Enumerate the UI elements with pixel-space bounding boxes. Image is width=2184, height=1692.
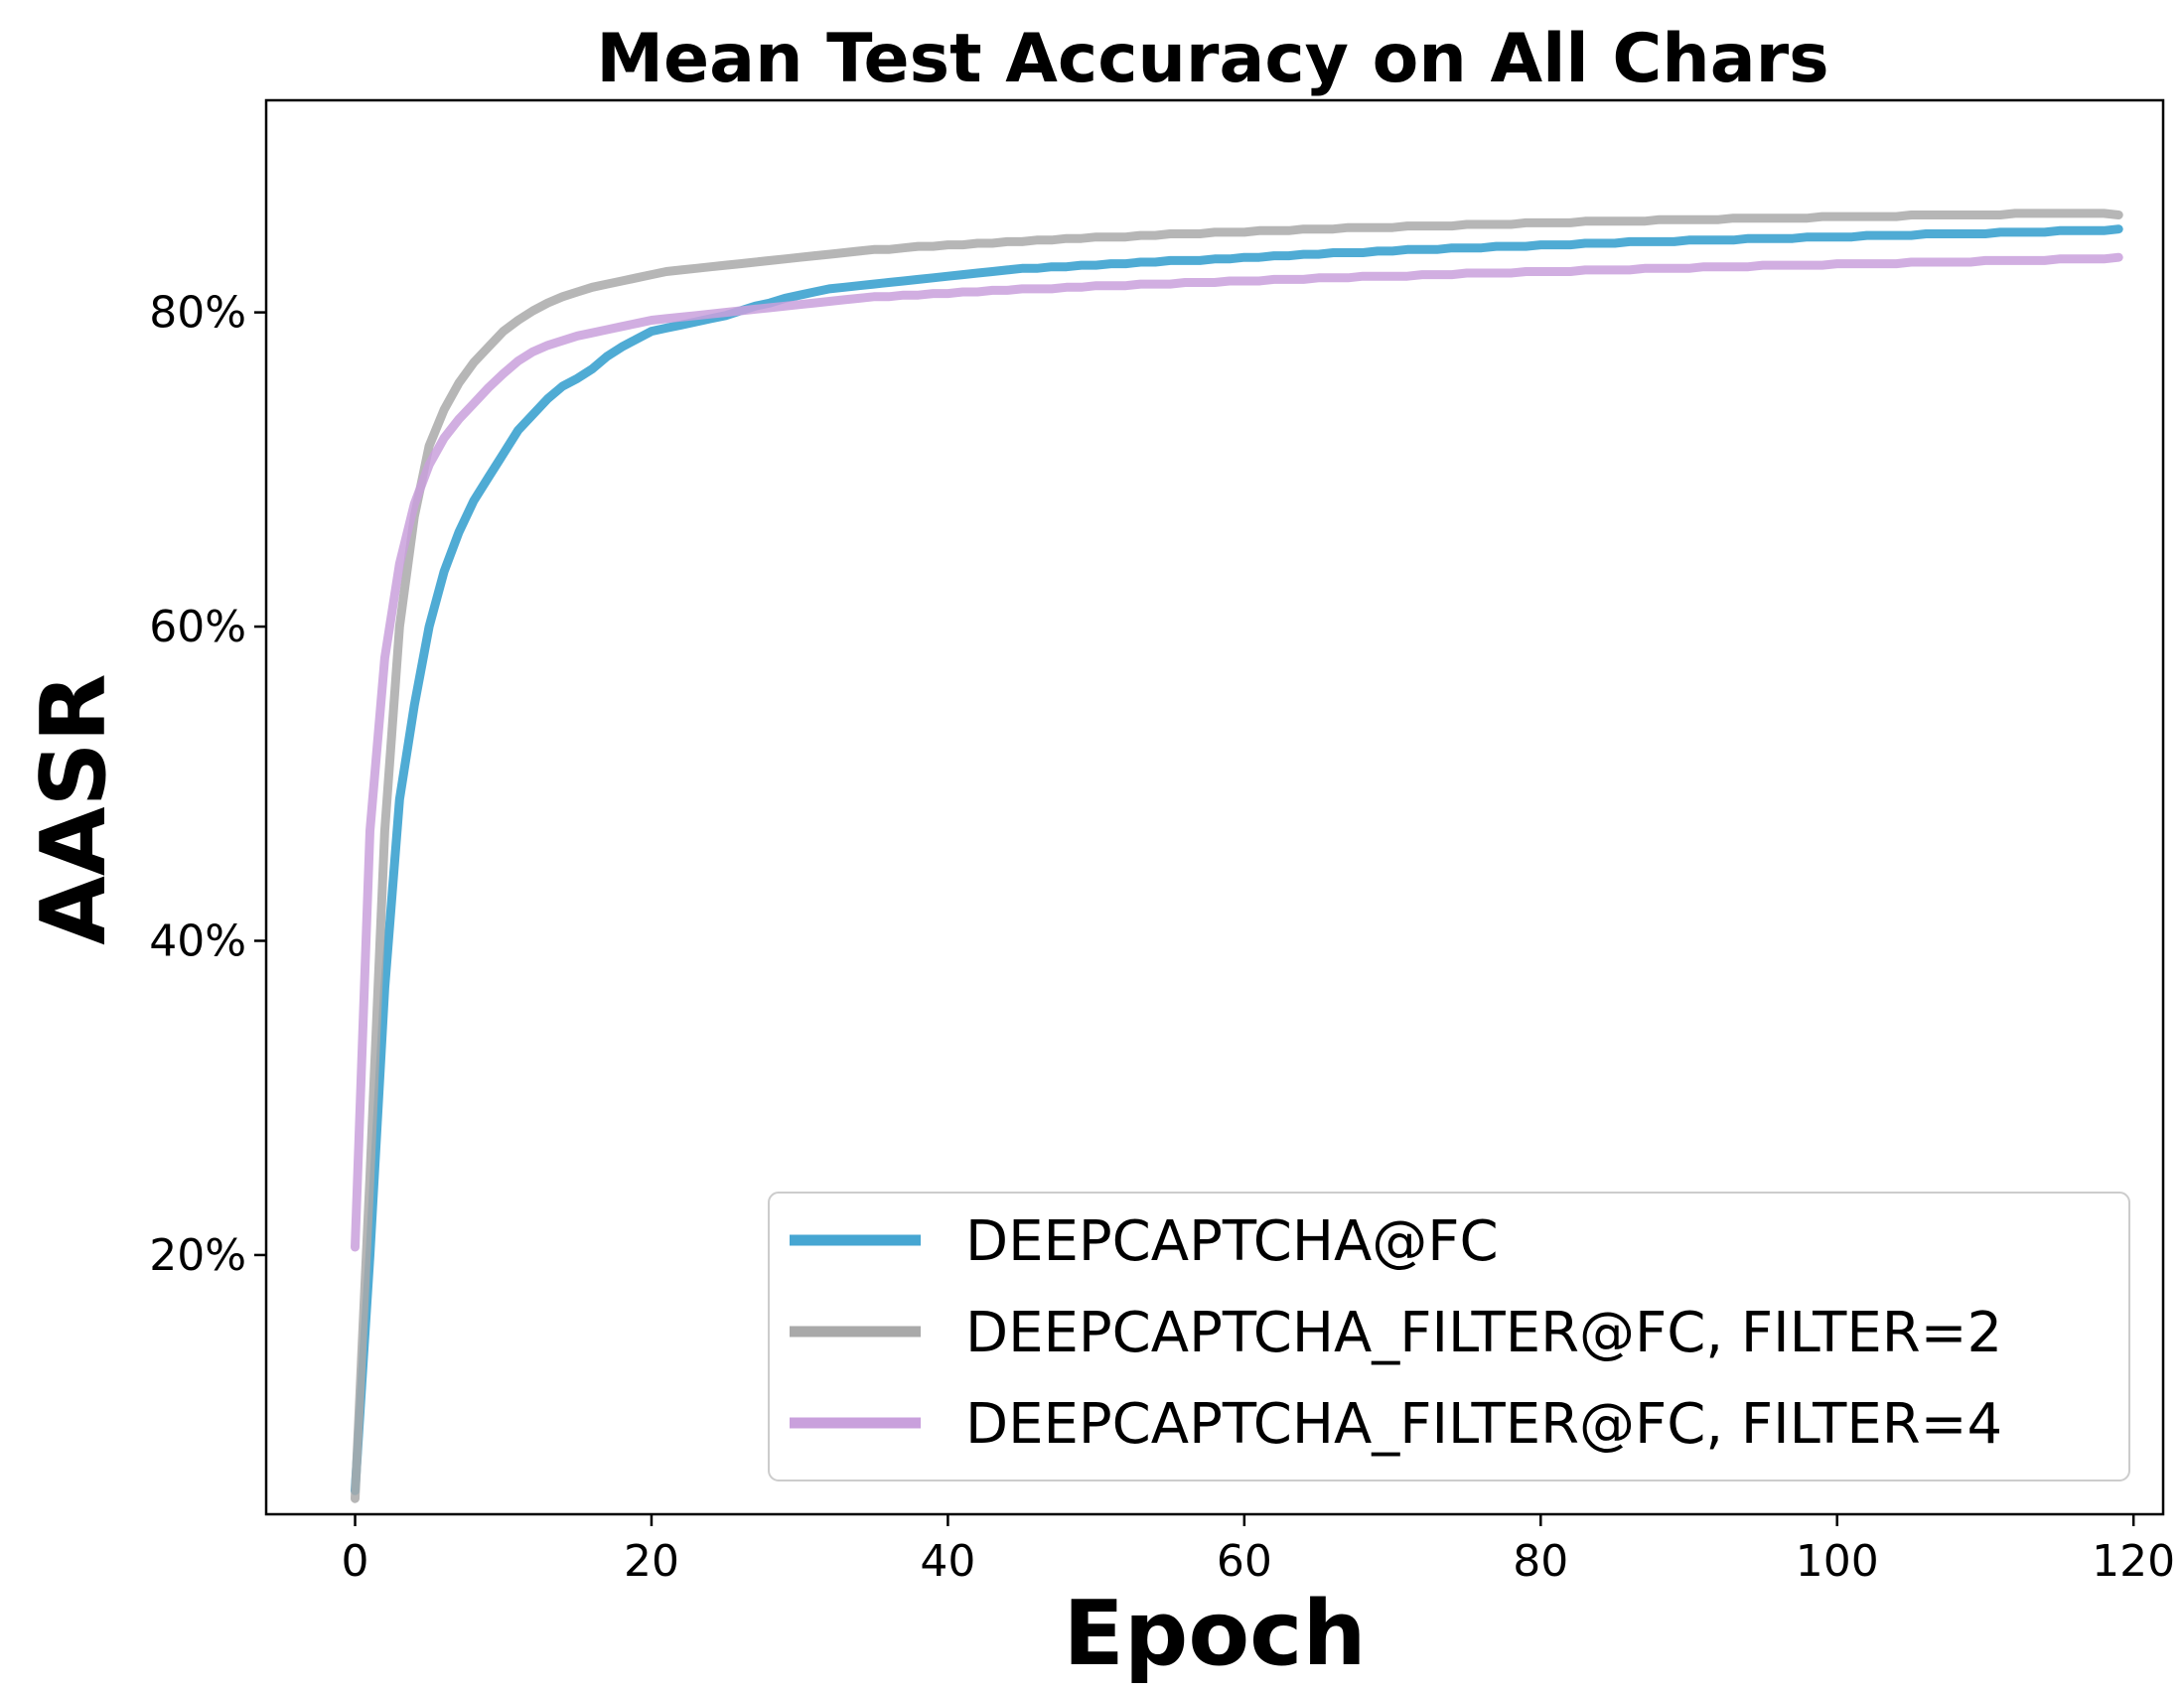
x-tick-label: 40 — [920, 1536, 975, 1587]
x-axis-ticks: 0 20 40 60 80 100 120 — [342, 1514, 2175, 1587]
y-tick-label: 20% — [149, 1230, 246, 1281]
y-tick-label: 80% — [149, 288, 246, 339]
x-tick-label: 20 — [624, 1536, 679, 1587]
x-tick-label: 120 — [2092, 1536, 2175, 1587]
y-tick-label: 60% — [149, 602, 246, 652]
legend-label-deepcaptcha-fc: DEEPCAPTCHA@FC — [965, 1209, 1499, 1274]
y-axis-ticks: 20% 40% 60% 80% — [149, 288, 266, 1281]
x-tick-label: 80 — [1513, 1536, 1568, 1587]
x-tick-label: 100 — [1796, 1536, 1879, 1587]
series-group — [351, 209, 2123, 1503]
x-tick-label: 0 — [342, 1536, 369, 1587]
x-tick-label: 60 — [1217, 1536, 1272, 1587]
y-axis-label: AASR — [22, 673, 126, 944]
series-line-deepcaptcha-filter-fc-filter-2 — [351, 209, 2123, 1503]
series-line-deepcaptcha-filter-fc-filter-4 — [351, 252, 2123, 1252]
y-tick-label: 40% — [149, 916, 246, 966]
x-axis-label: Epoch — [1063, 1582, 1366, 1686]
legend-label-filter-4: DEEPCAPTCHA_FILTER@FC, FILTER=4 — [965, 1392, 2002, 1457]
legend-box — [768, 1192, 2130, 1481]
legend: DEEPCAPTCHA@FC DEEPCAPTCHA_FILTER@FC, FI… — [768, 1192, 2130, 1481]
chart-title: Mean Test Accuracy on All Chars — [596, 20, 1828, 98]
legend-label-filter-2: DEEPCAPTCHA_FILTER@FC, FILTER=2 — [965, 1301, 2002, 1365]
plot-frame — [264, 98, 2165, 1516]
series-line-deepcaptcha-fc — [351, 224, 2123, 1495]
